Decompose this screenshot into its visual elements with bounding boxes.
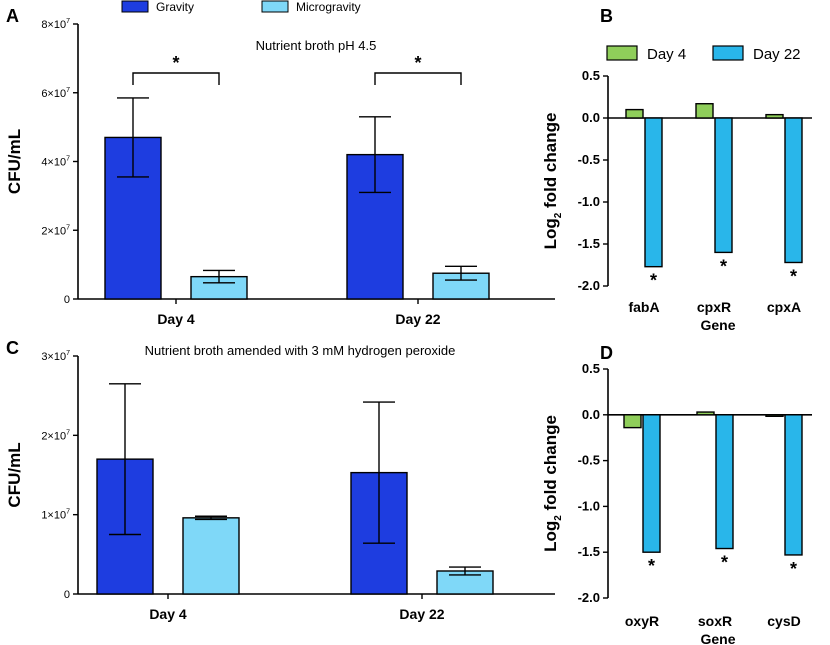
y-tick-label: -2.0 — [578, 278, 600, 293]
bar-day22 — [644, 117, 663, 268]
x-category-label: soxR — [698, 613, 732, 629]
x-axis-title: Gene — [700, 631, 735, 645]
y-axis-label: CFU/mL — [5, 129, 24, 194]
x-category-label: oxyR — [625, 613, 659, 629]
bar-day4 — [765, 414, 784, 417]
y-tick-label: 0.5 — [582, 68, 600, 83]
significance-star: * — [720, 256, 727, 276]
legend-label: Day 4 — [647, 46, 686, 63]
significance-bracket — [374, 72, 462, 85]
y-tick-label: -1.5 — [578, 544, 600, 559]
panel-label-c: C — [6, 338, 19, 358]
x-category-label: fabA — [628, 299, 659, 315]
significance-star: * — [721, 553, 728, 573]
x-category-label: cysD — [767, 613, 800, 629]
legend-label: Day 22 — [753, 46, 801, 63]
y-tick-label: 0.0 — [582, 407, 600, 422]
y-tick-label: 0 — [64, 294, 70, 306]
bar-day22 — [784, 117, 803, 264]
significance-bracket — [132, 72, 220, 85]
y-tick-label: 4×107 — [41, 156, 70, 169]
y-tick-label: 0.5 — [582, 361, 600, 376]
y-tick-label: 3×107 — [41, 350, 70, 363]
legend-swatch — [606, 45, 638, 61]
x-category-label: cpxA — [767, 299, 801, 315]
y-axis-label: Log2 fold change — [541, 415, 564, 552]
y-tick-label: 8×107 — [41, 18, 70, 31]
legend-swatch — [712, 45, 744, 61]
legend-label: Gravity — [156, 0, 194, 14]
significance-star: * — [414, 53, 421, 73]
y-tick-label: 0.0 — [582, 110, 600, 125]
y-axis-label: Log2 fold change — [541, 113, 564, 250]
legend-swatch — [121, 0, 149, 13]
significance-star: * — [172, 53, 179, 73]
x-category-label: cpxR — [697, 299, 731, 315]
bar-microgravity — [182, 517, 240, 595]
significance-star: * — [790, 266, 797, 286]
legend-label: Microgravity — [296, 0, 361, 14]
bar-day22 — [714, 117, 733, 254]
y-tick-label: 6×107 — [41, 87, 70, 100]
y-tick-label: -1.0 — [578, 498, 600, 513]
bar-day22 — [784, 414, 803, 556]
bar-day4 — [625, 108, 644, 119]
y-tick-label: -2.0 — [578, 590, 600, 605]
y-tick-label: 2×107 — [41, 429, 70, 442]
y-tick-label: -0.5 — [578, 152, 600, 167]
bar-day4 — [695, 103, 714, 119]
bar-day4 — [765, 113, 784, 119]
y-tick-label: -0.5 — [578, 453, 600, 468]
x-category-label: Day 4 — [149, 606, 187, 622]
y-tick-label: 2×107 — [41, 224, 70, 237]
x-category-label: Day 4 — [157, 311, 195, 327]
y-tick-label: -1.0 — [578, 194, 600, 209]
bar-day4 — [696, 411, 715, 416]
bar-day4 — [623, 414, 642, 429]
y-tick-label: 0 — [64, 589, 70, 601]
bar-day22 — [642, 414, 661, 553]
bar-day22 — [715, 414, 734, 550]
y-tick-label: -1.5 — [578, 236, 600, 251]
y-axis-label: CFU/mL — [5, 442, 24, 507]
y-tick-label: 1×107 — [41, 509, 70, 522]
x-category-label: Day 22 — [395, 311, 440, 327]
significance-star: * — [648, 556, 655, 576]
x-category-label: Day 22 — [399, 606, 444, 622]
panel-label-a: A — [6, 6, 19, 26]
legend-swatch — [261, 0, 289, 13]
chart-title: Nutrient broth amended with 3 mM hydroge… — [145, 343, 456, 358]
x-axis-title: Gene — [700, 317, 735, 333]
significance-star: * — [790, 559, 797, 579]
panel-label-b: B — [600, 6, 613, 26]
panel-label-d: D — [600, 343, 613, 363]
chart-title: Nutrient broth pH 4.5 — [256, 38, 377, 53]
significance-star: * — [650, 271, 657, 291]
